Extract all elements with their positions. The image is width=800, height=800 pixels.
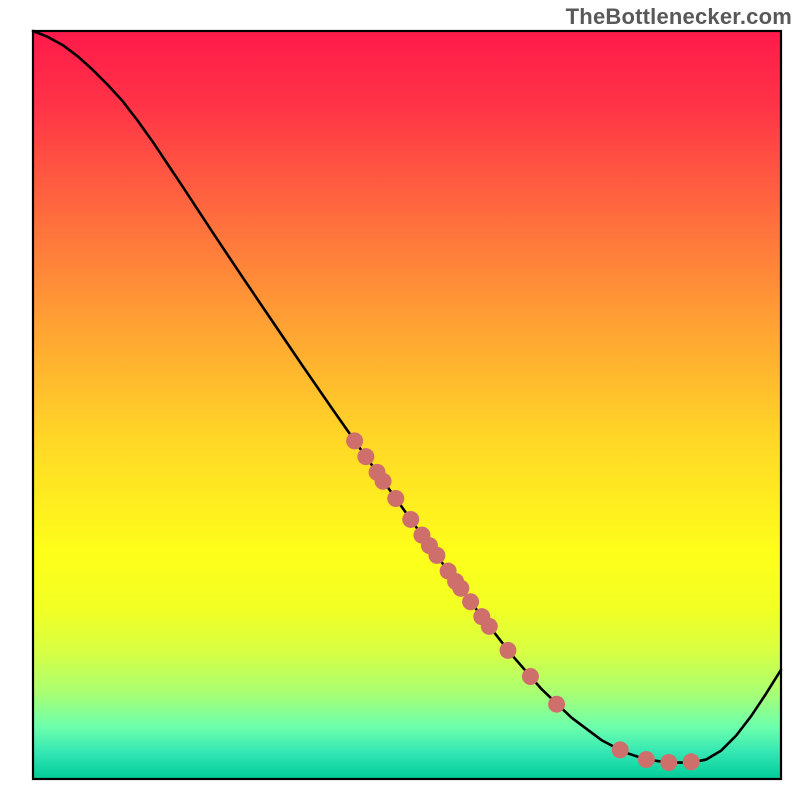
chart-svg	[0, 0, 800, 800]
plot-background	[33, 31, 781, 779]
scatter-point	[481, 618, 498, 635]
scatter-point	[375, 473, 392, 490]
scatter-point	[548, 696, 565, 713]
scatter-point	[499, 642, 516, 659]
scatter-point	[346, 432, 363, 449]
scatter-point	[660, 754, 677, 771]
scatter-point	[462, 593, 479, 610]
scatter-point	[522, 668, 539, 685]
scatter-point	[428, 547, 445, 564]
bottleneck-chart: TheBottlenecker.com	[0, 0, 800, 800]
watermark-label: TheBottlenecker.com	[566, 4, 792, 30]
scatter-point	[387, 490, 404, 507]
scatter-point	[402, 511, 419, 528]
scatter-point	[683, 753, 700, 770]
scatter-point	[612, 741, 629, 758]
scatter-point	[357, 448, 374, 465]
scatter-point	[638, 751, 655, 768]
